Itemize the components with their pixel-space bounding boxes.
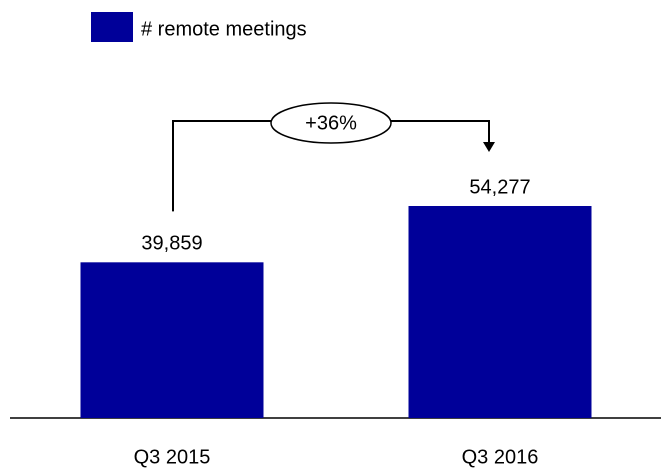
arrow-head [483,142,495,152]
value-label: 39,859 [141,233,202,255]
annotation: +36% [305,112,357,134]
x-tick-label: Q3 2015 [134,446,211,468]
x-tick-label: Q3 2016 [462,446,539,468]
legend-swatch [91,12,133,42]
bar [408,206,592,418]
bar [80,262,264,418]
value-label: 54,277 [469,176,530,198]
legend-label: # remote meetings [141,18,307,40]
annotation-bubble [270,102,392,144]
